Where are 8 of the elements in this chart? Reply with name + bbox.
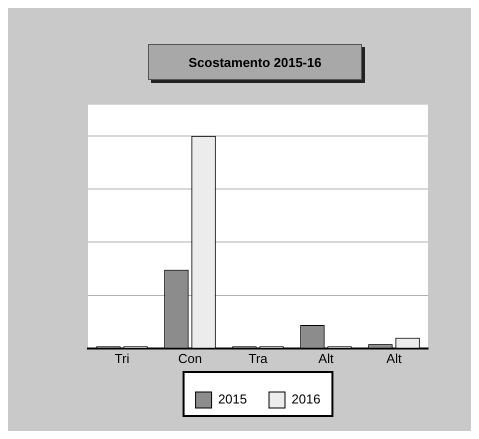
x-tick-label: Alt: [386, 350, 402, 366]
legend-label: 2015: [218, 392, 247, 407]
x-tick-label: Tri: [114, 350, 130, 366]
chart-title: Scostamento 2015-16: [148, 44, 362, 80]
x-tick-label: Alt: [318, 350, 334, 366]
x-tick-label: Con: [178, 350, 202, 366]
legend-label: 2016: [292, 392, 320, 407]
x-tick-label: Tra: [248, 350, 268, 366]
